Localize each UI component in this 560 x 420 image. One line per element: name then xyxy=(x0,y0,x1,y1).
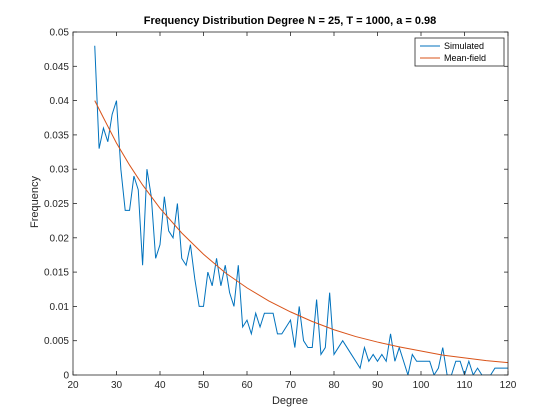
x-tick-label: 50 xyxy=(198,380,210,391)
x-tick-label: 60 xyxy=(241,380,253,391)
legend: Simulated Mean-field xyxy=(414,37,505,67)
x-tick-label: 70 xyxy=(285,380,297,391)
x-axis-label: Degree xyxy=(272,395,308,407)
chart-title: Frequency Distribution Degree N = 25, T … xyxy=(144,15,437,27)
axes: 20 30 40 50 60 70 80 90 100 110 120 0 0.005 0.01 0.015… xyxy=(44,28,517,392)
plot-area xyxy=(73,32,508,375)
x-tick-label: 80 xyxy=(328,380,340,391)
x-tick-label: 30 xyxy=(111,380,123,391)
y-tick-label: 0.05 xyxy=(50,28,70,39)
legend-label: Simulated xyxy=(444,41,484,51)
y-tick-label: 0.02 xyxy=(50,233,70,244)
x-tick-label: 110 xyxy=(457,380,473,391)
x-tick-label: 20 xyxy=(67,380,79,391)
legend-label: Mean-field xyxy=(444,53,486,63)
y-tick-label: 0.04 xyxy=(50,96,70,107)
x-tick-label: 100 xyxy=(413,380,430,391)
x-tick-label: 120 xyxy=(500,380,517,391)
x-tick-label: 40 xyxy=(154,380,166,391)
y-axis-label: Frequency xyxy=(29,176,41,228)
plot-background xyxy=(73,32,508,375)
y-tick-label: 0.025 xyxy=(44,199,69,210)
y-tick-label: 0.005 xyxy=(44,336,69,347)
y-tick-label: 0.035 xyxy=(44,130,69,141)
y-tick-label: 0.01 xyxy=(50,302,70,313)
series-line-simulated xyxy=(94,45,508,375)
legend-box xyxy=(414,37,505,67)
x-tick-label: 90 xyxy=(372,380,384,391)
series-line-mean-field xyxy=(94,100,508,364)
y-tick-label: 0.045 xyxy=(44,62,69,73)
y-tick-label: 0.03 xyxy=(50,165,70,176)
y-tick-label: 0 xyxy=(63,371,69,382)
series-layer xyxy=(94,45,508,375)
y-tick-label: 0.015 xyxy=(44,268,69,279)
